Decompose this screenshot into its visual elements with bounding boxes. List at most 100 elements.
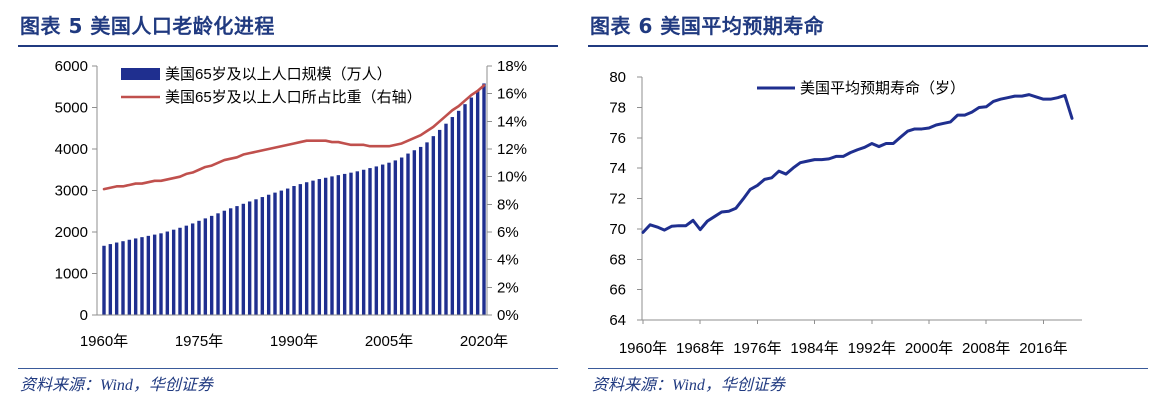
population-bar	[121, 241, 125, 315]
x-tick-label: 1960年	[80, 333, 128, 350]
population-bar	[418, 146, 423, 315]
y-tick-label: 72	[609, 191, 626, 208]
population-bar	[393, 160, 398, 315]
population-aging-chart: 0 1000 2000 3000 4000 5000 6000 0% 2% 4% 6% 8% 10% 12…	[55, 58, 527, 350]
x-tick-label: 1960年	[619, 340, 667, 357]
x-tick-label: 2005年	[365, 333, 413, 350]
population-bar	[279, 190, 284, 315]
left-y-tick-label: 1000	[55, 266, 88, 283]
population-bar	[406, 153, 410, 315]
right-y-tick-label: 6%	[497, 224, 519, 241]
population-bar	[266, 194, 271, 315]
population-bar	[323, 177, 328, 315]
y-tick-label: 64	[609, 312, 626, 329]
population-bar	[311, 180, 315, 315]
source-note: 资料来源：Wind，华创证券	[592, 377, 785, 394]
population-bar	[197, 220, 201, 315]
x-tick-label: 1990年	[270, 333, 318, 350]
population-bar	[431, 136, 436, 315]
population-bar	[108, 244, 113, 315]
right-y-tick-label: 12%	[497, 141, 527, 158]
population-bar	[241, 203, 246, 315]
x-tick-label: 1992年	[848, 340, 896, 357]
population-bar	[171, 229, 176, 315]
legend-label: 美国65岁及以上人口所占比重（右轴）	[165, 89, 422, 106]
y-tick-label: 78	[609, 99, 626, 116]
x-tick-label: 2008年	[962, 340, 1010, 357]
y-tick-label: 68	[609, 251, 626, 268]
population-bar	[425, 142, 429, 315]
y-tick-label: 74	[609, 160, 626, 177]
left-y-tick-label: 0	[80, 307, 88, 324]
x-tick-label: 1975年	[175, 333, 223, 350]
population-bar	[190, 223, 195, 315]
x-tick-label: 2000年	[905, 340, 953, 357]
population-bar	[140, 237, 144, 315]
population-bar	[399, 157, 404, 315]
population-bar	[254, 199, 258, 315]
population-bar	[380, 164, 385, 315]
population-bar	[216, 213, 220, 315]
population-bar	[330, 176, 334, 315]
population-bar	[437, 129, 442, 315]
population-bar	[209, 215, 214, 315]
x-tick-label: 2020年	[460, 333, 508, 350]
population-bar	[235, 206, 239, 315]
right-y-tick-label: 10%	[497, 169, 527, 186]
population-bar	[152, 234, 157, 315]
source-divider	[18, 368, 558, 369]
title-divider	[18, 45, 558, 47]
life-expectancy-chart: 64 66 68 70 72 74 76 78 80 1960年 1968年 1976年 1984年 19…	[609, 69, 1082, 357]
population-bar	[178, 227, 182, 315]
population-bar	[475, 90, 480, 316]
x-tick-label: 1976年	[733, 340, 781, 357]
y-tick-label: 66	[609, 282, 626, 299]
population-bar	[317, 179, 322, 315]
right-y-tick-label: 0%	[497, 307, 519, 324]
population-bar	[228, 208, 233, 315]
population-bar	[444, 123, 448, 315]
left-y-tick-label: 3000	[55, 183, 88, 200]
title-divider	[588, 45, 1148, 47]
right-y-tick-label: 8%	[497, 196, 519, 213]
population-bars	[102, 83, 486, 316]
population-bar	[387, 162, 391, 315]
population-bar	[349, 172, 353, 315]
share-line	[102, 84, 486, 191]
right-y-tick-label: 18%	[497, 58, 527, 75]
population-bar	[342, 173, 347, 315]
population-bar	[298, 184, 303, 315]
population-bar	[456, 110, 461, 315]
population-bar	[159, 233, 163, 315]
population-bar	[273, 192, 277, 315]
y-tick-label: 70	[609, 221, 626, 238]
population-bar	[463, 104, 467, 316]
figure-title: 图表 5 美国人口老龄化进程	[20, 14, 275, 38]
source-divider	[588, 368, 1148, 369]
figure-title: 图表 6 美国平均预期寿命	[590, 14, 825, 38]
left-y-tick-label: 5000	[55, 100, 88, 117]
y-tick-label: 80	[609, 69, 626, 86]
legend-label: 美国平均预期寿命（岁）	[800, 79, 965, 97]
population-bar	[361, 169, 366, 315]
population-bar	[304, 182, 309, 315]
left-y-tick-label: 2000	[55, 224, 88, 241]
right-y-tick-label: 16%	[497, 86, 527, 103]
x-tick-label: 1984年	[790, 340, 838, 357]
population-bar	[114, 242, 119, 315]
right-y-tick-label: 4%	[497, 252, 519, 269]
x-tick-label: 2016年	[1019, 340, 1067, 357]
population-bar	[222, 210, 227, 315]
population-bar	[450, 117, 455, 315]
population-bar	[260, 197, 265, 315]
legend-bar-swatch	[121, 68, 160, 80]
figure-5-panel: 图表 5 美国人口老龄化进程 0 1000 2000 3000 4000 5000 6000…	[0, 0, 575, 407]
population-bar	[102, 245, 106, 315]
population-bar	[482, 83, 486, 316]
x-tick-label: 1968年	[676, 340, 724, 357]
population-bar	[127, 239, 132, 315]
population-bar	[165, 231, 170, 315]
source-note: 资料来源：Wind，华创证券	[20, 377, 213, 394]
population-bar	[469, 97, 474, 315]
